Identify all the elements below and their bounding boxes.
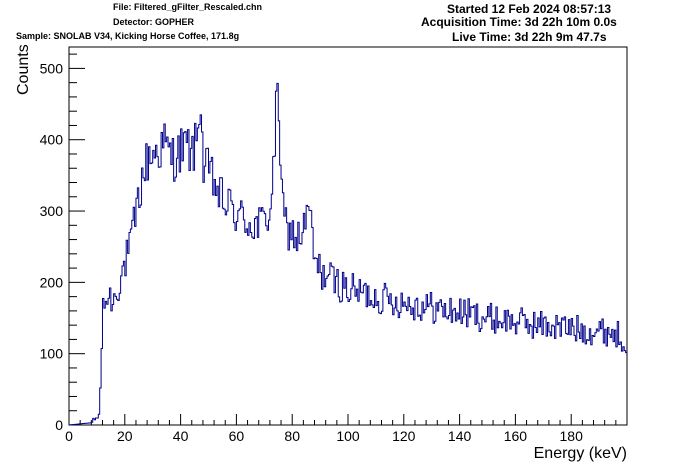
x-tick-label: 20 [117,428,133,444]
x-tick-label: 180 [560,428,584,444]
x-tick-label: 80 [284,428,300,444]
y-tick-label: 300 [40,203,64,219]
x-tick-label: 100 [336,428,360,444]
file-name-label: File: Filtered_gFilter_Rescaled.chn [113,2,263,12]
detector-label: Detector: GOPHER [113,17,195,27]
y-tick-label: 200 [40,274,64,290]
x-tick-label: 140 [448,428,472,444]
y-axis: 0 100 200 300 400 500 [40,53,85,433]
x-axis-title: Energy (keV) [534,445,627,462]
y-tick-label: 400 [40,132,64,148]
plot-frame [68,46,628,426]
sample-label: Sample: SNOLAB V34, Kicking Horse Coffee… [16,31,240,41]
x-tick-label: 0 [65,428,73,444]
x-axis: 0 20 40 60 80 100 120 140 160 180 [65,414,617,444]
y-axis-title: Counts [15,44,32,95]
x-tick-label: 40 [173,428,189,444]
started-label: Started 12 Feb 2024 08:57:13 [447,2,612,16]
y-tick-label: 0 [55,417,63,433]
live-time-label: Live Time: 3d 22h 9m 47.7s [452,30,607,44]
acquisition-time-label: Acquisition Time: 3d 22h 10m 0.0s [421,15,617,29]
x-tick-label: 120 [392,428,416,444]
x-tick-label: 160 [504,428,528,444]
spectrum-histogram-line [68,82,627,426]
x-tick-label: 60 [229,428,245,444]
y-tick-label: 100 [40,346,64,362]
y-tick-label: 500 [40,60,64,76]
